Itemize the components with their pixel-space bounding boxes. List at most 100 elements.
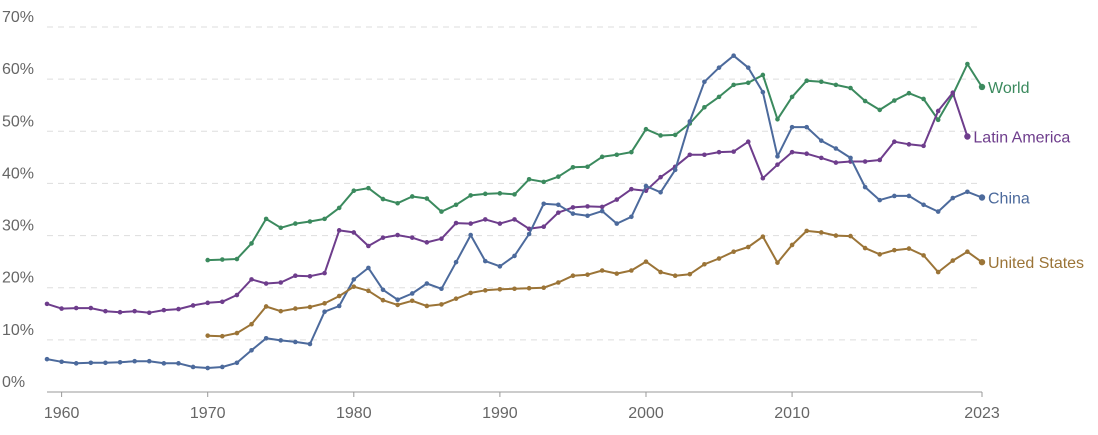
data-point-world [921, 96, 926, 102]
data-point-united-states [629, 268, 634, 273]
data-point-united-states [541, 285, 547, 291]
data-point-latin-america [380, 235, 386, 240]
data-point-world [643, 126, 649, 132]
data-point-latin-america [760, 175, 766, 181]
data-point-world [906, 90, 912, 96]
data-point-latin-america [702, 152, 707, 158]
data-point-china [570, 211, 576, 216]
data-point-china [468, 232, 473, 238]
data-point-united-states [205, 333, 211, 338]
data-point-china [526, 231, 532, 237]
data-point-china [278, 338, 284, 343]
series-group [44, 53, 986, 371]
data-point-china [789, 124, 795, 130]
data-point-china [892, 193, 897, 199]
y-tick-label: 40% [2, 165, 34, 182]
data-point-china [950, 195, 956, 201]
series-world [205, 61, 986, 263]
data-point-united-states [804, 228, 809, 234]
data-point-china [556, 202, 561, 208]
series-line-latin-america [46, 91, 969, 314]
data-point-world [658, 133, 663, 138]
data-point-world [848, 85, 853, 91]
series-labels: World Latin America China United States [973, 80, 1084, 272]
series-line-world [207, 63, 983, 262]
series-label-world: World [988, 80, 1030, 97]
y-tick-label: 70% [2, 9, 34, 26]
data-point-united-states [380, 297, 386, 303]
data-point-world [453, 202, 459, 208]
data-point-united-states [278, 308, 284, 314]
data-point-world [322, 216, 327, 222]
data-point-latin-america [220, 299, 225, 305]
data-point-china [716, 65, 722, 70]
data-point-china [351, 277, 357, 282]
data-point-world [935, 117, 941, 123]
data-point-united-states [512, 286, 517, 292]
series-line-united-states [207, 229, 983, 338]
data-point-china [585, 213, 590, 219]
data-point-latin-america [278, 280, 284, 285]
data-point-united-states [672, 273, 678, 279]
data-point-world [585, 164, 590, 170]
x-tick-label: 2010 [774, 405, 810, 422]
data-point-china [249, 347, 254, 353]
data-point-latin-america [205, 300, 211, 306]
data-point-china [629, 214, 634, 220]
data-point-china [848, 155, 853, 161]
data-point-latin-america [249, 277, 254, 282]
data-point-latin-america [614, 197, 620, 202]
data-point-world [775, 116, 780, 122]
data-point-world [570, 164, 576, 170]
data-point-china [906, 193, 912, 199]
data-point-china [921, 202, 926, 208]
data-point-united-states [702, 261, 707, 267]
data-point-latin-america [512, 217, 517, 222]
data-point-china [336, 303, 342, 309]
data-point-latin-america [132, 308, 137, 314]
data-point-latin-america [307, 273, 313, 279]
data-point-united-states [760, 234, 766, 239]
data-point-world [702, 105, 707, 110]
x-tick-label: 1960 [44, 405, 80, 422]
data-point-latin-america [366, 243, 371, 249]
data-point-world [978, 83, 986, 91]
data-point-china [760, 89, 766, 95]
data-point-united-states [848, 233, 853, 239]
data-point-china [263, 335, 269, 341]
data-point-china [687, 119, 693, 124]
data-point-china [395, 297, 400, 303]
data-point-latin-america [964, 133, 971, 140]
data-point-china [482, 258, 488, 264]
data-point-latin-america [453, 220, 459, 226]
data-point-united-states [263, 304, 269, 309]
x-tick-label: 1980 [336, 405, 372, 422]
data-point-china [775, 154, 780, 159]
data-point-china [176, 361, 181, 366]
series-latin-america [44, 90, 971, 316]
data-point-world [205, 257, 211, 263]
data-point-united-states [877, 252, 883, 257]
data-point-world [439, 209, 444, 214]
data-point-latin-america [336, 228, 342, 233]
data-point-latin-america [293, 273, 298, 279]
data-point-world [336, 205, 342, 211]
data-point-latin-america [117, 309, 123, 315]
y-tick-label: 0% [2, 374, 25, 391]
data-point-latin-america [687, 152, 693, 158]
data-point-china [380, 287, 386, 293]
y-tick-label: 30% [2, 218, 34, 235]
data-point-united-states [978, 258, 986, 266]
data-point-world [395, 200, 400, 206]
data-point-latin-america [409, 235, 415, 240]
data-point-latin-america [190, 303, 196, 308]
data-point-latin-america [88, 305, 94, 311]
data-point-latin-america [497, 221, 503, 226]
x-tick-label: 1970 [190, 405, 226, 422]
data-point-united-states [658, 269, 663, 275]
data-point-china [103, 360, 108, 366]
data-point-latin-america [146, 310, 152, 316]
data-point-china [658, 189, 663, 195]
data-point-united-states [789, 242, 795, 248]
data-point-latin-america [862, 159, 868, 164]
